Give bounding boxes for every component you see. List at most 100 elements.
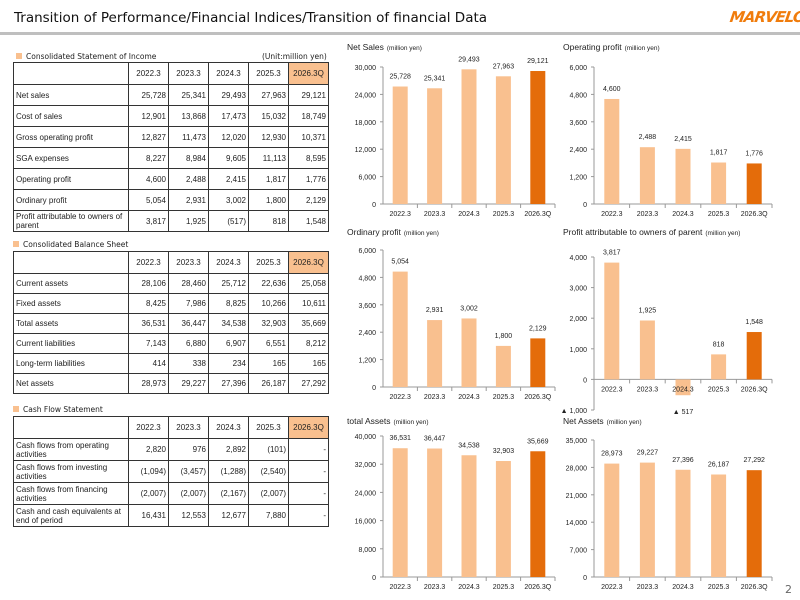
bar — [711, 354, 727, 380]
page-title: Transition of Performance/Financial Indi… — [14, 10, 488, 26]
x-tick-label: 2022.3 — [601, 584, 623, 591]
bullet-square-icon — [13, 406, 19, 412]
column-header: 2026.3Q — [288, 416, 329, 439]
y-tick-label: 0 — [372, 575, 376, 582]
y-tick-label: 16,000 — [355, 519, 377, 526]
chart-title: Ordinary profit (million yen) — [347, 227, 439, 237]
bar — [711, 162, 727, 204]
y-tick-label: 40,000 — [355, 434, 377, 441]
table-header-row: 2022.3 2023.3 2024.3 2025.3 2026.3Q — [13, 251, 329, 274]
y-tick-label: 0 — [583, 575, 587, 582]
bar — [427, 88, 443, 204]
cashflow-table: 2022.3 2023.3 2024.3 2025.3 2026.3Q Cash flow… — [13, 416, 329, 527]
y-tick-label: 4,800 — [358, 275, 376, 282]
data-label: 2,488 — [639, 134, 657, 141]
data-label: 25,728 — [389, 74, 411, 81]
data-label: 27,292 — [743, 457, 765, 464]
y-tick-label: 6,000 — [358, 248, 376, 255]
cashflow-label-text: Cash Flow Statement — [23, 405, 103, 414]
x-tick-label: 2024.3 — [458, 394, 480, 401]
bar — [392, 271, 408, 387]
data-label: 3,817 — [603, 250, 621, 257]
bar — [711, 474, 727, 577]
y-tick-label: 2,000 — [569, 316, 587, 323]
data-label: 29,121 — [527, 58, 549, 65]
balance-section-label: Consolidated Balance Sheet — [13, 240, 128, 249]
chart-title: Net Assets (million yen) — [563, 416, 642, 426]
data-label: 27,963 — [493, 63, 515, 70]
bar — [495, 461, 511, 577]
chart-title-text: Net Sales — [347, 42, 384, 52]
balance-table: 2022.3 2023.3 2024.3 2025.3 2026.3Q Current a… — [13, 251, 329, 394]
y-tick-label: 12,000 — [355, 147, 377, 154]
cell-value: - — [288, 504, 329, 527]
cashflow-section-label: Cash Flow Statement — [13, 405, 103, 414]
bar — [461, 69, 477, 204]
x-tick-label: 2025.3 — [493, 394, 515, 401]
y-tick-label: 0 — [583, 377, 587, 384]
chart-title-text: Net Assets — [563, 416, 604, 426]
cell-value: 1,925 — [168, 210, 209, 232]
x-tick-label: 2022.3 — [601, 211, 623, 218]
income-unit: (Unit:million yen) — [262, 52, 327, 61]
chart-title-text: Operating profit — [563, 42, 622, 52]
table-row: Cost of sales 12,901 13,868 17,473 15,032 18,… — [13, 105, 329, 127]
y-tick-label: 6,000 — [569, 65, 587, 72]
table-header-row: 2022.3 2023.3 2024.3 2025.3 2026.3Q — [13, 416, 329, 439]
bar — [530, 451, 546, 577]
table-row: Net assets 28,973 29,227 27,396 26,187 27,292 — [13, 373, 329, 394]
y-tick-label: 0 — [372, 385, 376, 392]
y-tick-label: 30,000 — [355, 65, 377, 72]
y-tick-label: 24,000 — [355, 92, 377, 99]
data-label: 25,341 — [424, 75, 446, 82]
bar — [530, 71, 546, 204]
chart-unit: (million yen) — [393, 419, 428, 426]
table-row: Cash flows from operating activities 2,82… — [13, 438, 329, 461]
chart-unit: (million yen) — [705, 230, 740, 237]
chart-unit: (million yen) — [607, 419, 642, 426]
y-tick-label: 3,000 — [569, 286, 587, 293]
title-divider — [0, 32, 800, 35]
bullet-square-icon — [13, 241, 19, 247]
data-label: 2,415 — [674, 136, 692, 143]
data-label: 35,669 — [527, 438, 549, 445]
y-tick-label: 3,600 — [569, 120, 587, 127]
bar — [427, 448, 443, 577]
bar — [427, 320, 443, 387]
data-label: 29,493 — [458, 56, 480, 63]
bar — [639, 147, 655, 204]
x-tick-label: 2024.3 — [672, 386, 694, 393]
x-tick-label: 2022.3 — [601, 386, 623, 393]
bar — [604, 463, 620, 577]
income-table: 2022.3 2023.3 2024.3 2025.3 2026.3Q Net sales… — [13, 62, 329, 232]
data-label: 1,925 — [639, 307, 657, 314]
bar — [495, 76, 511, 204]
x-tick-label: 2026.3Q — [741, 584, 768, 591]
row-label: Net assets — [13, 373, 129, 394]
chart-unit: (million yen) — [404, 230, 439, 237]
bar — [746, 470, 762, 577]
bar — [675, 469, 691, 577]
x-tick-label: 2026.3Q — [741, 211, 768, 218]
income-section-label: Consolidated Statement of Income — [16, 52, 156, 61]
column-header: 2026.3Q — [288, 251, 329, 274]
bar — [746, 163, 762, 204]
y-tick-label: 1,200 — [358, 358, 376, 365]
y-tick-label: 14,000 — [566, 520, 588, 527]
data-label: 32,903 — [493, 448, 515, 455]
chart-title: Profit attributable to owners of parent(… — [563, 227, 740, 237]
row-label: Cash and cash equivalents at end of peri… — [13, 504, 129, 527]
data-label: 2,931 — [426, 307, 444, 314]
bullet-square-icon — [16, 53, 22, 59]
bar — [530, 338, 546, 387]
y-tick-label: 1,200 — [569, 175, 587, 182]
cell-value: 28,973 — [128, 373, 169, 394]
x-tick-label: 2026.3Q — [741, 386, 768, 393]
y-tick-label: 18,000 — [355, 120, 377, 127]
data-label: 29,227 — [637, 450, 659, 457]
chart-unit: (million yen) — [625, 45, 660, 52]
chart-title: Operating profit (million yen) — [563, 42, 660, 52]
data-label: 36,531 — [389, 435, 411, 442]
x-tick-label: 2024.3 — [458, 584, 480, 591]
x-tick-label: 2024.3 — [672, 584, 694, 591]
